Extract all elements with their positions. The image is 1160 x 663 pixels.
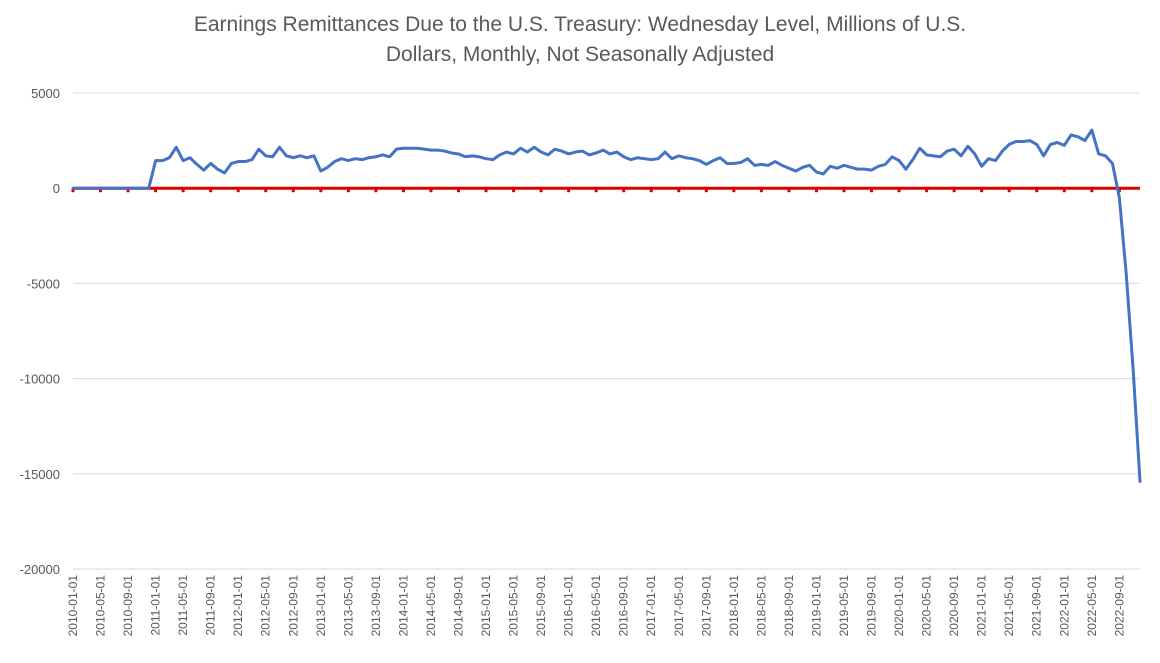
zero-line-marker — [71, 188, 75, 193]
x-axis-ticks: 2010-01-01 2010-05-01 2010-09-01 2011-01-01… — [66, 575, 1126, 637]
zero-line-marker — [374, 188, 378, 193]
x-tick-label: 2019-09-01 — [865, 575, 879, 637]
zero-line-marker — [181, 188, 185, 193]
x-tick-label: 2021-01-01 — [975, 575, 989, 637]
zero-line-marker — [484, 188, 488, 193]
x-tick-label: 2017-05-01 — [672, 575, 686, 637]
x-tick-label: 2014-01-01 — [396, 575, 410, 637]
zero-line-marker — [1007, 188, 1011, 193]
zero-line-marker — [236, 188, 240, 193]
x-tick-label: 2016-05-01 — [589, 575, 603, 637]
chart-title: Earnings Remittances Due to the U.S. Tre… — [0, 10, 1160, 70]
x-tick-label: 2012-05-01 — [259, 575, 273, 637]
x-tick-label: 2010-01-01 — [66, 575, 80, 637]
x-tick-label: 2021-09-01 — [1030, 575, 1044, 637]
x-tick-label: 2011-05-01 — [176, 575, 190, 636]
y-tick-label: -15000 — [20, 467, 60, 482]
zero-line-layer — [71, 186, 1140, 193]
zero-line-marker — [1062, 188, 1066, 193]
zero-line-marker — [319, 188, 323, 193]
zero-line-marker — [126, 188, 130, 193]
x-tick-label: 2012-09-01 — [286, 575, 300, 637]
zero-line-marker — [925, 188, 929, 193]
x-tick-label: 2020-05-01 — [920, 575, 934, 637]
x-tick-label: 2018-05-01 — [754, 575, 768, 637]
y-axis-ticks: 5000 0 -5000 -10000 -15000 -20000 — [20, 86, 60, 577]
x-tick-label: 2014-05-01 — [424, 575, 438, 637]
zero-line-marker — [99, 188, 103, 193]
zero-line-marker — [677, 188, 681, 193]
x-tick-label: 2011-01-01 — [149, 575, 163, 636]
zero-line-marker — [814, 188, 818, 193]
zero-line-marker — [759, 188, 763, 193]
zero-line-marker — [649, 188, 653, 193]
x-tick-label: 2019-01-01 — [809, 575, 823, 637]
zero-line-marker — [980, 188, 984, 193]
zero-line-marker — [209, 188, 213, 193]
y-tick-label: -10000 — [20, 372, 60, 387]
zero-line-marker — [1035, 188, 1039, 193]
x-tick-label: 2016-01-01 — [562, 575, 576, 637]
zero-line-marker — [952, 188, 956, 193]
zero-line-marker — [429, 188, 433, 193]
y-tick-label: 0 — [53, 181, 60, 196]
x-tick-label: 2015-09-01 — [534, 575, 548, 637]
zero-line-marker — [732, 188, 736, 193]
zero-line-marker — [539, 188, 543, 193]
y-tick-label: -20000 — [20, 562, 60, 577]
chart-title-line-2: Dollars, Monthly, Not Seasonally Adjuste… — [385, 43, 775, 66]
x-tick-label: 2022-01-01 — [1057, 575, 1071, 637]
x-tick-label: 2018-09-01 — [782, 575, 796, 637]
zero-line-marker — [456, 188, 460, 193]
x-tick-label: 2020-01-01 — [892, 575, 906, 637]
x-tick-label: 2022-09-01 — [1112, 575, 1126, 637]
zero-line-marker — [594, 188, 598, 193]
chart-title-line-1: Earnings Remittances Due to the U.S. Tre… — [193, 13, 967, 36]
x-tick-label: 2010-05-01 — [94, 575, 108, 637]
y-tick-label: 5000 — [31, 86, 60, 101]
x-tick-label: 2018-01-01 — [727, 575, 741, 637]
x-tick-label: 2013-09-01 — [369, 575, 383, 637]
zero-line-marker — [291, 188, 295, 193]
zero-line-marker — [512, 188, 516, 193]
x-tick-label: 2017-01-01 — [644, 575, 658, 637]
x-tick-label: 2010-09-01 — [121, 575, 135, 637]
zero-line-marker — [622, 188, 626, 193]
x-tick-label: 2022-05-01 — [1085, 575, 1099, 637]
series-layer — [71, 128, 1142, 483]
zero-line-marker — [897, 188, 901, 193]
zero-line-marker — [1090, 188, 1094, 193]
x-tick-label: 2012-01-01 — [231, 575, 245, 637]
zero-line-marker — [842, 188, 846, 193]
zero-line-marker — [264, 188, 268, 193]
x-tick-label: 2014-09-01 — [451, 575, 465, 637]
zero-line-marker — [346, 188, 350, 193]
zero-line-marker — [704, 188, 708, 193]
zero-line-marker — [787, 188, 791, 193]
zero-line-marker — [870, 188, 874, 193]
x-tick-label: 2013-01-01 — [314, 575, 328, 637]
x-tick-label: 2016-09-01 — [617, 575, 631, 637]
x-tick-label: 2015-01-01 — [479, 575, 493, 637]
zero-line-marker — [567, 188, 571, 193]
series-line — [71, 128, 1142, 483]
zero-line-marker — [401, 188, 405, 193]
x-tick-label: 2021-05-01 — [1002, 575, 1016, 637]
x-tick-label: 2015-05-01 — [507, 575, 521, 637]
x-tick-label: 2020-09-01 — [947, 575, 961, 637]
x-tick-label: 2011-09-01 — [204, 575, 218, 636]
y-tick-label: -5000 — [27, 276, 60, 291]
x-tick-label: 2019-05-01 — [837, 575, 851, 637]
x-tick-label: 2013-05-01 — [341, 575, 355, 637]
zero-line-marker — [154, 188, 158, 193]
x-tick-label: 2017-09-01 — [699, 575, 713, 637]
